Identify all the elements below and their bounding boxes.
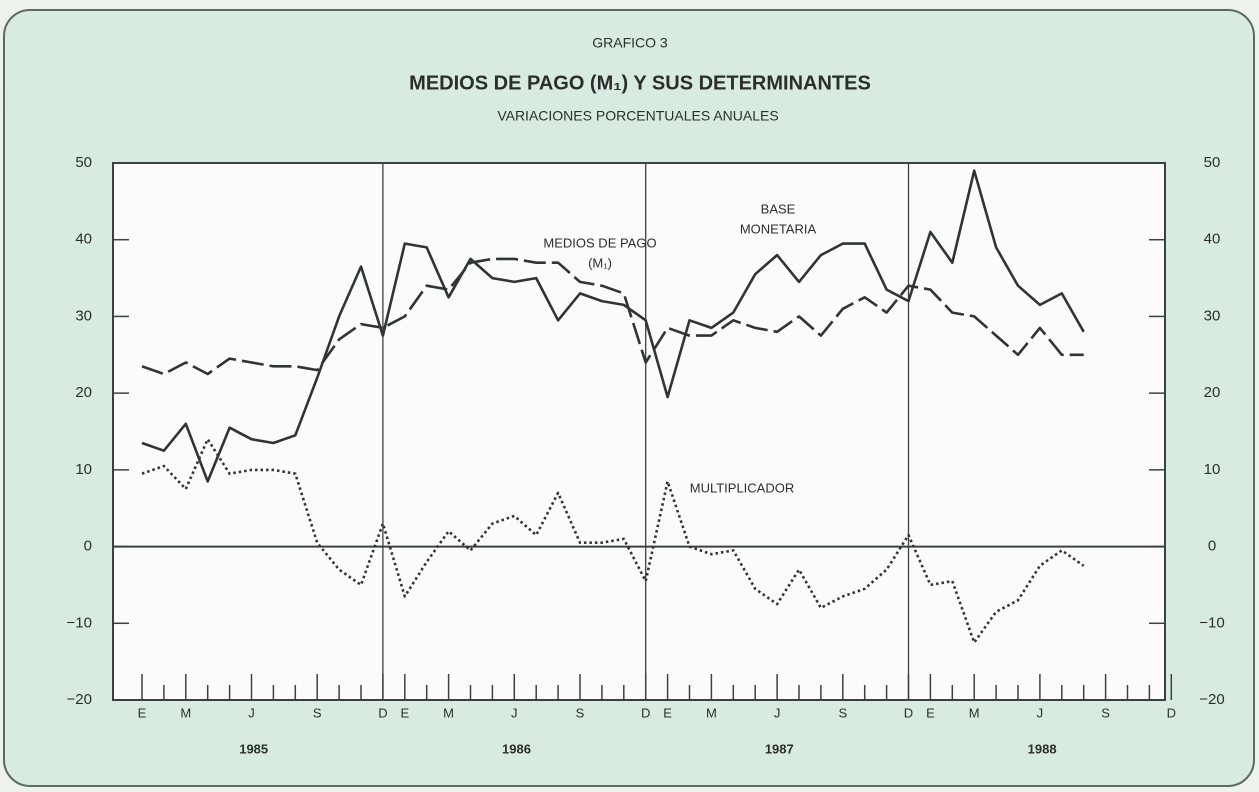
series-label: MULTIPLICADOR: [690, 480, 795, 495]
y2-tick-label: −10: [1199, 614, 1224, 631]
chart-title: MEDIOS DE PAGO (M₁) Y SUS DETERMINANTES: [409, 72, 871, 94]
x-tick-label: J: [1037, 705, 1044, 720]
y2-tick-label: 0: [1208, 538, 1216, 555]
chart-subtitle: VARIACIONES PORCENTUALES ANUALES: [497, 108, 778, 124]
x-tick-label: S: [313, 705, 322, 720]
year-label: 1985: [239, 741, 268, 756]
x-tick-label: S: [576, 705, 585, 720]
y2-tick-label: −20: [1199, 691, 1224, 708]
x-tick-label: D: [641, 705, 650, 720]
y2-tick-label: 30: [1204, 307, 1221, 324]
x-tick-label: E: [926, 705, 935, 720]
year-label: 1988: [1028, 741, 1057, 756]
y2-tick-label: 40: [1204, 231, 1221, 248]
y-tick-label: 0: [84, 538, 92, 555]
year-label: 1986: [502, 741, 531, 756]
y-tick-label: 50: [75, 154, 92, 171]
x-tick-label: S: [1101, 705, 1110, 720]
y2-tick-label: 20: [1204, 384, 1221, 401]
y-tick-label: −20: [67, 691, 92, 708]
x-tick-label: M: [706, 705, 717, 720]
series-label: MEDIOS DE PAGO: [543, 235, 656, 250]
y-tick-label: 40: [75, 231, 92, 248]
x-tick-label: M: [180, 705, 191, 720]
chart-supertitle: GRAFICO 3: [592, 35, 668, 51]
x-tick-label: S: [838, 705, 847, 720]
y-tick-label: 30: [75, 307, 92, 324]
y-tick-label: 20: [75, 384, 92, 401]
x-tick-label: J: [248, 705, 255, 720]
x-tick-label: D: [378, 705, 387, 720]
series-label: (M₁): [588, 255, 612, 270]
series-line: [141, 169, 1085, 483]
x-tick-label: E: [663, 705, 672, 720]
plot-area: [112, 162, 1166, 701]
x-tick-label: J: [511, 705, 518, 720]
series-label: MONETARIA: [740, 221, 817, 236]
y2-tick-label: 10: [1204, 461, 1221, 478]
series-line: [141, 437, 1085, 644]
x-tick-label: D: [1167, 705, 1176, 720]
y2-tick-label: 50: [1204, 154, 1221, 171]
y-tick-label: 10: [75, 461, 92, 478]
x-tick-label: J: [774, 705, 781, 720]
y-tick-label: −10: [67, 614, 92, 631]
x-tick-label: E: [138, 705, 147, 720]
year-label: 1987: [765, 741, 794, 756]
series-line: [141, 257, 1084, 376]
x-tick-label: D: [904, 705, 913, 720]
x-tick-label: M: [443, 705, 454, 720]
series-label: BASE: [761, 201, 796, 216]
x-tick-label: E: [400, 705, 409, 720]
x-tick-label: M: [969, 705, 980, 720]
